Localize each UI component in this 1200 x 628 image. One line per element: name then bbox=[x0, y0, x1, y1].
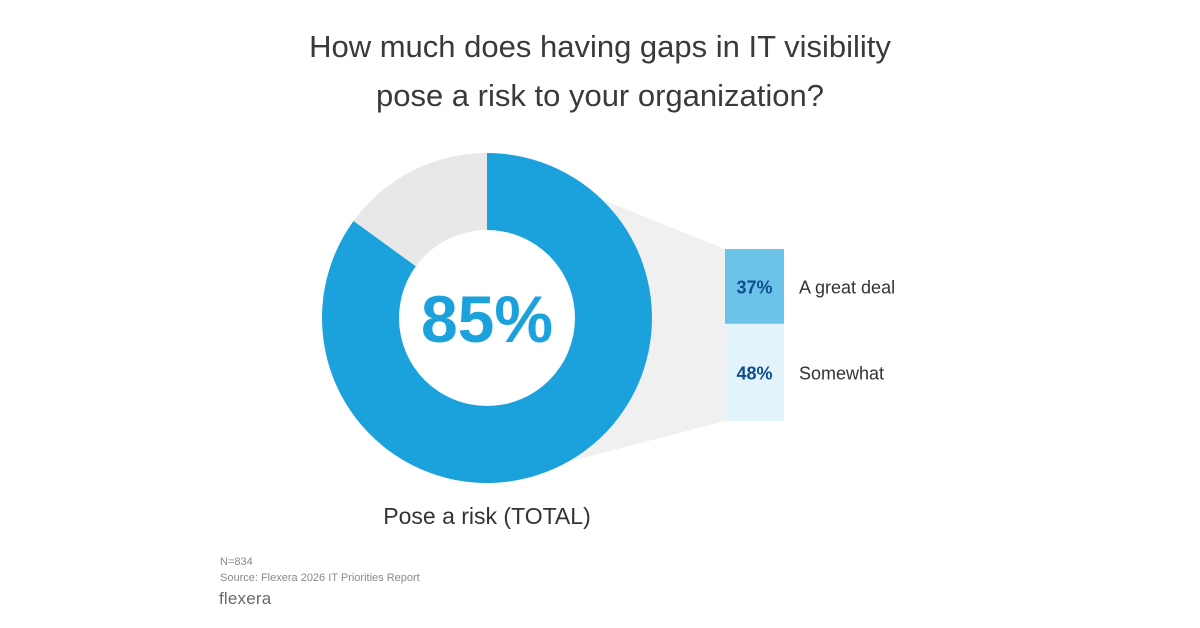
total-category-label: Pose a risk (TOTAL) bbox=[383, 503, 590, 529]
breakdown-segment-somewhat bbox=[725, 323, 784, 421]
breakdown-category-label: Somewhat bbox=[799, 363, 884, 383]
breakdown-category-label: A great deal bbox=[799, 277, 895, 297]
sample-size-note: N=834 bbox=[220, 556, 253, 568]
flexera-logo: flexera bbox=[219, 589, 272, 608]
center-value-label: 85% bbox=[421, 282, 553, 356]
chart-title-line-2: pose a risk to your organization? bbox=[375, 78, 825, 113]
chart-title-line-1: How much does having gaps in IT visibili… bbox=[309, 29, 891, 64]
breakdown-segment-a-great-deal bbox=[725, 249, 784, 324]
breakdown-value-label: 48% bbox=[736, 363, 772, 383]
breakdown-bar: 37% A great deal 48% Somewhat bbox=[725, 249, 895, 421]
source-note: Source: Flexera 2026 IT Priorities Repor… bbox=[220, 572, 420, 584]
breakdown-value-label: 37% bbox=[736, 277, 772, 297]
donut-hole bbox=[399, 230, 575, 406]
chart-title: How much does having gaps in IT visibili… bbox=[0, 22, 1200, 120]
